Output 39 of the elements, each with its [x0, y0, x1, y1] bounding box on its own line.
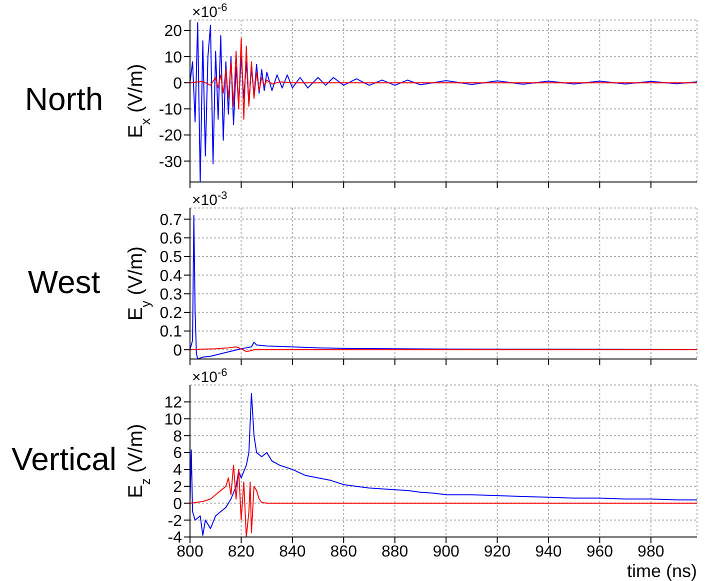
y-tick-label: 0.6 [160, 230, 182, 248]
y-tick-label: 4 [173, 462, 182, 480]
x-tick-label: 860 [330, 543, 358, 560]
y-tick-label: 6 [173, 445, 182, 462]
text: Vertical [12, 441, 116, 477]
x-tick-label: 900 [432, 543, 460, 560]
y-tick-label: 0.7 [160, 212, 182, 229]
text: North [24, 81, 104, 117]
x-tick-label: 920 [484, 543, 511, 560]
y-tick-label: 0 [173, 75, 182, 92]
annotation: ×10$^{-3}$ [192, 190, 228, 209]
y-tick-label: -10 [158, 102, 182, 119]
text: West [28, 264, 100, 300]
y-tick-label: 2 [173, 479, 182, 496]
y-tick-label: 0.2 [160, 305, 182, 322]
x-tick-label: 820 [228, 543, 255, 560]
x-axis-title: time (ns) [626, 561, 697, 581]
y-tick-label: -20 [158, 128, 182, 145]
y-tick-label: 10 [164, 411, 182, 428]
y-tick-label: 10 [164, 49, 182, 66]
x-tick-label: 980 [638, 543, 664, 560]
y-tick-label: 0 [173, 496, 182, 513]
y-tick-label: 0.5 [160, 249, 182, 266]
line-series [190, 38, 697, 120]
x-tick-label: 840 [279, 543, 306, 560]
annotation: ×10$^{-6}$ [192, 2, 228, 21]
y-tick-label: 0.1 [160, 324, 182, 341]
y-tick-label: 20 [164, 23, 182, 40]
y-tick-label: 12 [164, 394, 182, 412]
y-tick-label: -2 [168, 512, 182, 530]
y-tick-label: -30 [158, 154, 182, 171]
y-tick-label: 0.3 [160, 286, 182, 304]
annotation: ×10$^{-6}$ [192, 367, 228, 386]
y-tick-label: 0 [173, 342, 182, 360]
x-tick-label: 960 [586, 543, 614, 560]
x-tick-label: 880 [381, 543, 408, 560]
y-tick-label: 8 [173, 428, 182, 446]
x-tick-label: 940 [535, 543, 562, 560]
y-tick-label: 0.4 [160, 268, 182, 285]
